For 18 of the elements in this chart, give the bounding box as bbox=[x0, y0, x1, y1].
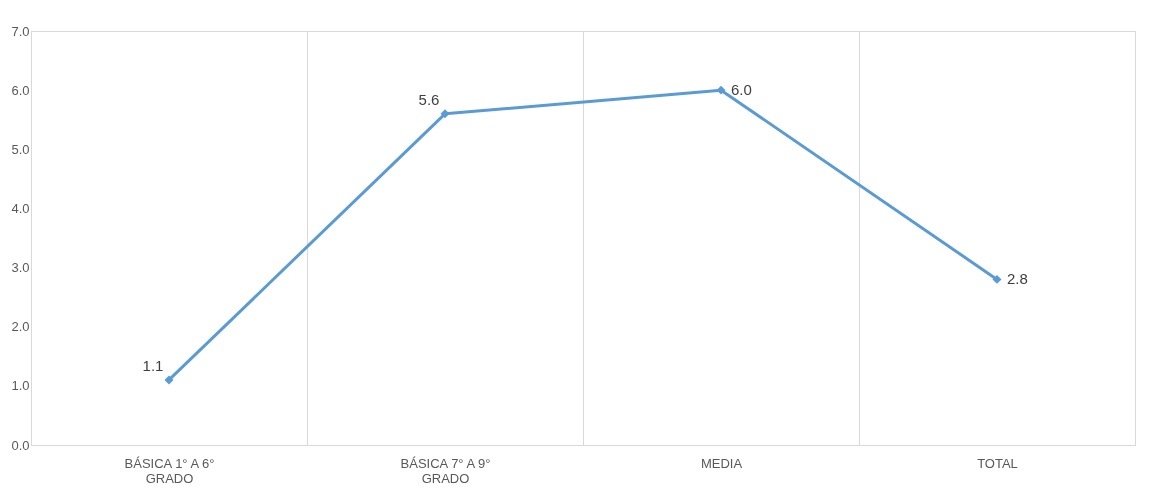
y-tick-label: 2.0 bbox=[11, 319, 30, 335]
y-tick-label: 1.0 bbox=[11, 378, 30, 394]
y-tick-label: 7.0 bbox=[11, 23, 30, 39]
y-tick-label: 4.0 bbox=[11, 200, 30, 216]
point bbox=[164, 375, 174, 385]
x-tick-label: TOTAL bbox=[977, 455, 1018, 471]
x-tick-label: BÁSICA 1° A 6° GRADO bbox=[124, 455, 215, 486]
y-tick-label: 6.0 bbox=[11, 82, 30, 98]
data-label: 5.6 bbox=[418, 90, 440, 108]
point bbox=[992, 274, 1002, 284]
data-label: 2.8 bbox=[1007, 270, 1028, 288]
data-label: 1.1 bbox=[142, 356, 164, 374]
x-tick-label: BÁSICA 7° A 9° GRADO bbox=[400, 455, 491, 486]
x-tick-label: MEDIA bbox=[700, 455, 743, 471]
y-tick-label: 0.0 bbox=[11, 437, 30, 453]
y-tick-label: 3.0 bbox=[11, 260, 30, 276]
y-tick-label: 5.0 bbox=[11, 141, 30, 157]
data-label: 6.0 bbox=[731, 81, 752, 99]
